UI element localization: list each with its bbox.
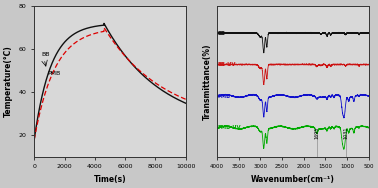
Text: PMB: PMB xyxy=(218,94,231,99)
Text: 1695: 1695 xyxy=(314,127,319,139)
Y-axis label: Transmittance(%): Transmittance(%) xyxy=(203,43,211,120)
Text: BB: BB xyxy=(42,52,50,57)
Text: 1031: 1031 xyxy=(343,127,348,139)
Text: PMB-UV: PMB-UV xyxy=(218,125,242,130)
X-axis label: Wavenumber(cm⁻¹): Wavenumber(cm⁻¹) xyxy=(251,175,335,184)
Text: BB: BB xyxy=(218,30,226,36)
Text: PMB: PMB xyxy=(47,71,60,76)
Text: BB-UV: BB-UV xyxy=(218,62,236,67)
Y-axis label: Temperature(°C): Temperature(°C) xyxy=(4,45,13,117)
X-axis label: Time(s): Time(s) xyxy=(94,175,126,184)
